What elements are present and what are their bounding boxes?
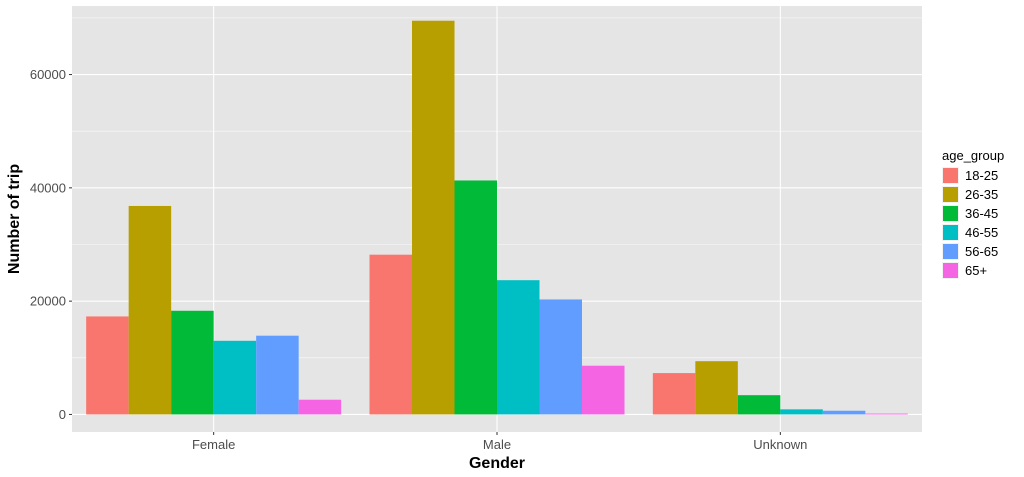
bar-female-26-35 (128, 205, 172, 415)
bar-male-18-25 (369, 254, 412, 415)
legend-swatch (943, 244, 958, 259)
x-tick-label: Female (192, 437, 235, 452)
bar-unknown-46-55 (780, 409, 823, 415)
x-tick-label: Unknown (753, 437, 807, 452)
legend-label: 26-35 (965, 187, 998, 202)
bar-female-46-55 (213, 340, 257, 415)
legend-swatch (943, 263, 958, 278)
bar-male-65+ (582, 365, 625, 415)
x-tick-label: Male (483, 437, 511, 452)
legend-label: 18-25 (965, 168, 998, 183)
legend-label: 65+ (965, 263, 987, 278)
bar-male-26-35 (412, 20, 455, 415)
bar-male-46-55 (497, 280, 540, 415)
legend-swatch (943, 225, 958, 240)
legend-swatch (943, 206, 958, 221)
legend-label: 46-55 (965, 225, 998, 240)
bar-unknown-36-45 (737, 395, 781, 415)
bar-female-36-45 (171, 310, 214, 415)
legend-swatch (943, 168, 958, 183)
legend-title: age_group (942, 148, 1004, 163)
bar-unknown-65+ (865, 413, 908, 415)
y-tick-label: 40000 (30, 180, 66, 195)
bar-male-36-45 (454, 180, 497, 415)
bar-female-56-65 (256, 335, 299, 415)
x-axis: Female Male Unknown (192, 432, 807, 452)
legend-swatch (943, 187, 958, 202)
bar-female-18-25 (86, 316, 129, 415)
bar-unknown-26-35 (695, 361, 738, 415)
legend-label: 36-45 (965, 206, 998, 221)
bar-unknown-18-25 (652, 373, 696, 415)
bar-male-56-65 (539, 299, 582, 415)
legend-label: 56-65 (965, 244, 998, 259)
y-tick-label: 20000 (30, 294, 66, 309)
y-tick-label: 60000 (30, 67, 66, 82)
y-axis: 0 20000 40000 60000 (30, 67, 72, 422)
legend: age_group 18-25 26-35 36-45 46-55 56-65 65+ (942, 148, 1004, 279)
y-tick-label: 0 (59, 407, 66, 422)
bars (86, 20, 908, 415)
y-axis-title: Number of trip (6, 164, 23, 274)
bar-female-65+ (298, 399, 342, 415)
x-axis-title: Gender (469, 455, 525, 472)
bar-unknown-56-65 (822, 410, 866, 415)
